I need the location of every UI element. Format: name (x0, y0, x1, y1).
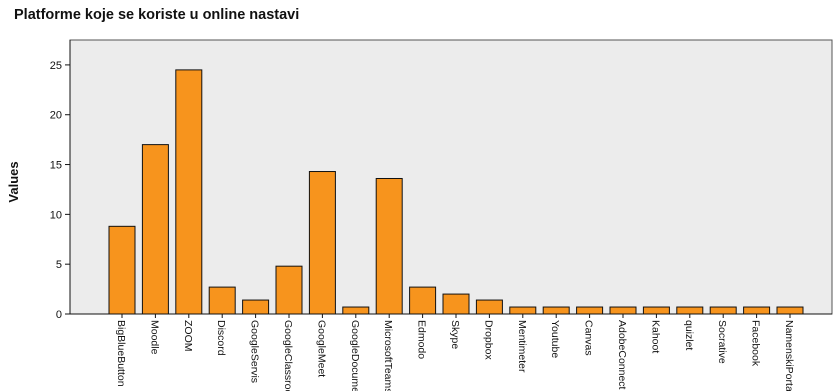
bar-adobeconnect (609, 306, 637, 315)
x-category-label: Youtube (549, 320, 561, 358)
x-category-label: quizlet (683, 320, 695, 350)
x-category-label: GoogleDocument (349, 320, 361, 391)
chart-title: Platforme koje se koriste u online nasta… (14, 7, 300, 23)
x-category-label: Discord (215, 320, 227, 356)
bar-quizlet (676, 306, 704, 315)
x-category-label: Skype (449, 320, 461, 349)
y-tick-label: 0 (56, 309, 62, 321)
bar-googleservis (242, 299, 270, 315)
x-category-label: GoogleServis (249, 320, 261, 383)
bar-facebook (743, 306, 771, 315)
bar-namenskiportal (776, 306, 804, 315)
y-tick-label: 15 (50, 160, 62, 172)
bar-kahoot (642, 306, 670, 315)
bar-microsoftteams (375, 177, 403, 315)
x-category-label: Socrative (716, 320, 728, 364)
bar-googleclassroom (275, 265, 303, 315)
x-category-label: Kahoot (649, 320, 661, 353)
x-category-label: NamenskiPortal (783, 320, 795, 391)
bar-mentimeter (509, 306, 537, 315)
y-tick-label: 10 (50, 209, 62, 221)
x-category-label: Facebook (750, 320, 762, 367)
x-category-label: GoogleClassroom (282, 320, 294, 391)
bar-skype (442, 293, 470, 315)
bar-discord (208, 286, 236, 315)
bar-zoom (175, 69, 203, 315)
bar-googledocument (342, 306, 370, 315)
bar-bigbluebutton (108, 225, 136, 315)
bar-canvas (576, 306, 604, 315)
x-category-label: Dropbox (482, 320, 494, 360)
y-tick-label: 25 (50, 60, 62, 72)
x-category-label: BigBlueButton (115, 320, 127, 387)
bar-moodle (141, 144, 169, 315)
bar-googlemeet (308, 171, 336, 315)
x-category-label: AdobeConnect (616, 320, 628, 390)
bar-dropbox (475, 299, 503, 315)
bar-youtube (542, 306, 570, 315)
bar-socrative (709, 306, 737, 315)
y-tick-label: 20 (50, 110, 62, 122)
x-category-label: Moodle (148, 320, 160, 355)
y-axis-title: Values (6, 161, 21, 202)
x-category-label: Mentimeter (516, 320, 528, 373)
x-category-label: MicrosoftTeams (382, 320, 394, 391)
x-category-label: GoogleMeet (315, 320, 327, 377)
bar-edmodo (409, 286, 437, 315)
x-category-label: ZOOM (182, 320, 194, 352)
x-category-label: Canvas (583, 320, 595, 356)
x-category-label: Edmodo (416, 320, 428, 359)
y-tick-label: 5 (56, 259, 62, 271)
